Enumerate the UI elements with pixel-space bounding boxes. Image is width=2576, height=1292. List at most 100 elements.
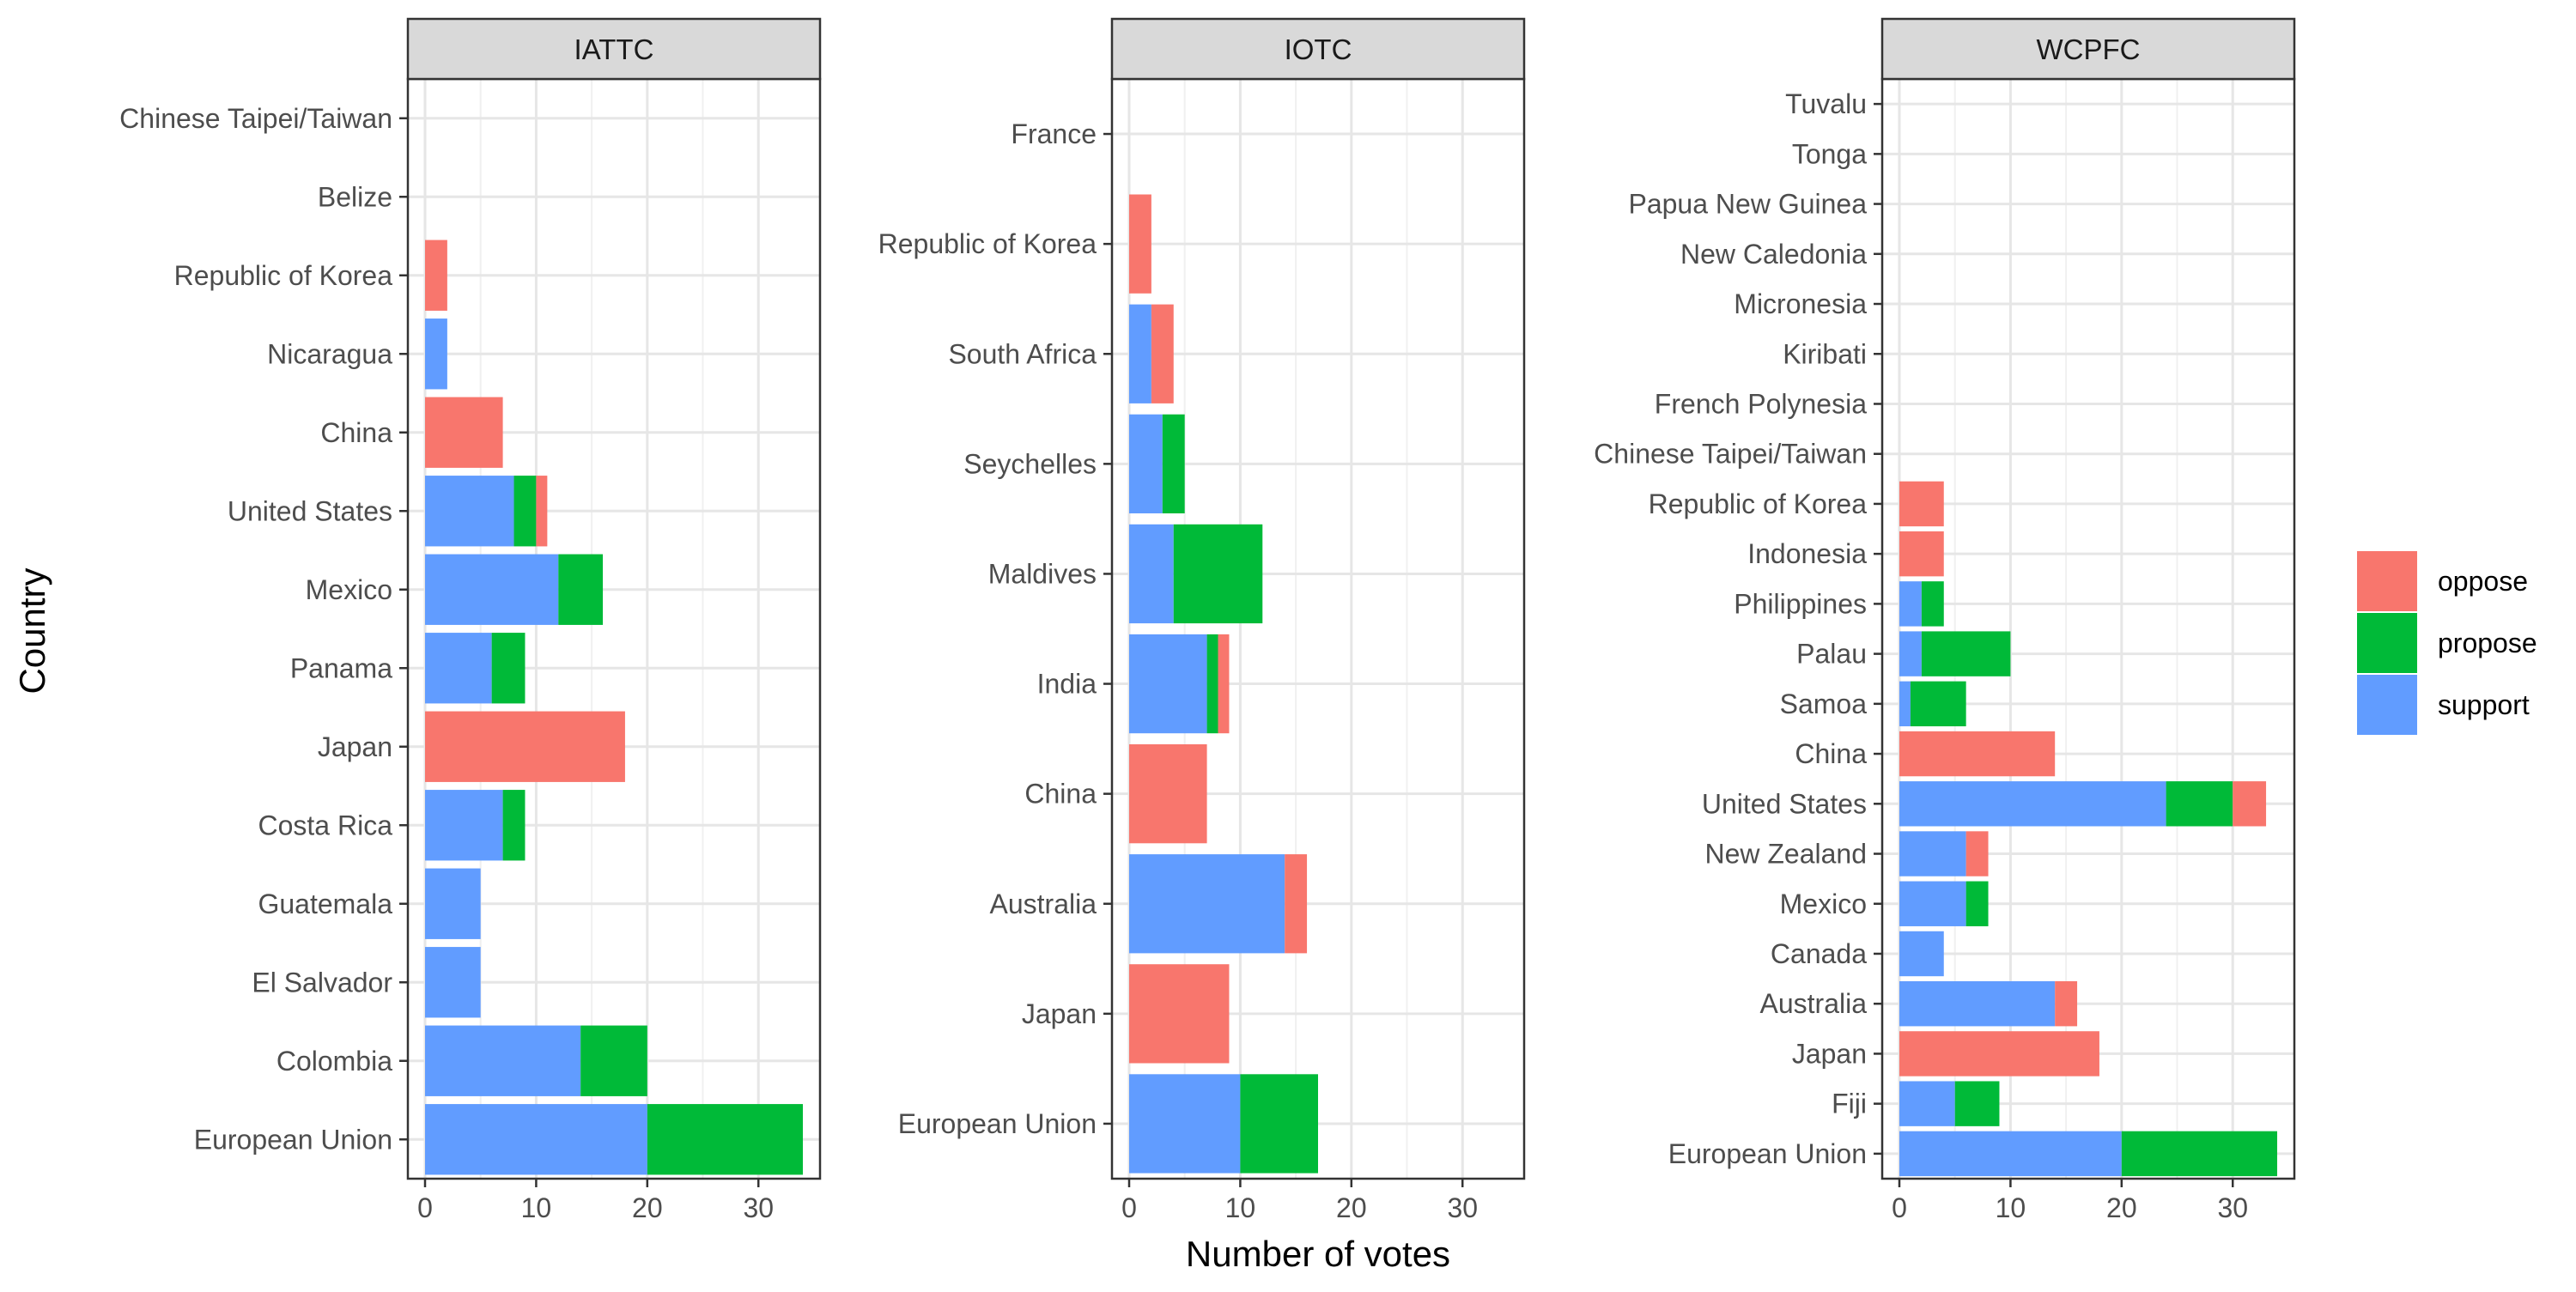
bar-support-canada <box>1899 931 1944 977</box>
y-tick-label: Micronesia <box>1734 288 1867 319</box>
bar-propose-european-union <box>2121 1131 2277 1177</box>
y-tick-label: Japan <box>318 731 392 762</box>
x-tick-label: 10 <box>1225 1192 1256 1223</box>
x-tick-label: 0 <box>1121 1192 1137 1223</box>
facet-title: IOTC <box>1285 33 1352 65</box>
y-tick-label: Republic of Korea <box>878 228 1097 259</box>
y-tick-label: Canada <box>1771 938 1867 969</box>
y-tick-label: Guatemala <box>258 889 392 919</box>
legend-label: support <box>2438 689 2530 720</box>
y-tick-label: Tonga <box>1792 138 1867 169</box>
bar-oppose-south-africa <box>1151 304 1174 403</box>
bar-oppose-republic-of-korea <box>1899 481 1944 527</box>
legend-label: propose <box>2438 628 2537 658</box>
bar-oppose-china <box>1899 731 2056 777</box>
bar-oppose-republic-of-korea <box>1129 194 1151 294</box>
bar-propose-seychelles <box>1162 414 1185 513</box>
y-tick-label: European Union <box>1668 1138 1867 1169</box>
bar-support-palau <box>1899 631 1922 676</box>
bar-propose-european-union <box>647 1104 803 1175</box>
facet-strip <box>406 17 822 81</box>
panel-iattc: IATTC Chinese Taipei/Taiwan Belize Republic… <box>119 17 822 1223</box>
bar-support-australia <box>1129 854 1285 954</box>
x-tick-label: 30 <box>1447 1192 1478 1223</box>
y-tick-label: Mexico <box>306 574 392 605</box>
bar-oppose-republic-of-korea <box>425 240 447 311</box>
y-tick-label: Japan <box>1022 998 1097 1029</box>
x-tick-label: 20 <box>2106 1192 2137 1223</box>
x-tick-label: 20 <box>1336 1192 1367 1223</box>
y-tick-label: India <box>1037 669 1097 700</box>
x-tick-label: 10 <box>521 1192 552 1223</box>
y-tick-label: Papua New Guinea <box>1628 189 1867 220</box>
facet-strip <box>1880 17 2296 81</box>
bar-support-maldives <box>1129 524 1174 624</box>
bar-support-european-union <box>425 1104 647 1175</box>
bar-propose-costa-rica <box>502 790 526 861</box>
y-tick-label: United States <box>228 495 392 526</box>
bar-propose-united-states <box>513 476 537 547</box>
x-tick-label: 0 <box>1892 1192 1907 1223</box>
bar-propose-mexico <box>558 554 604 625</box>
y-tick-label: Belize <box>318 181 392 212</box>
y-tick-label: Australia <box>1760 988 1868 1019</box>
bar-oppose-australia <box>2055 981 2078 1027</box>
y-tick-label: New Zealand <box>1704 839 1867 870</box>
x-axis-title: Number of votes <box>1186 1234 1450 1274</box>
y-tick-label: El Salvador <box>252 967 392 998</box>
bar-support-mexico <box>1899 881 1966 926</box>
y-tick-label: French Polynesia <box>1655 388 1867 419</box>
legend-key-support <box>2357 675 2417 735</box>
y-tick-label: European Union <box>898 1108 1097 1139</box>
y-tick-label: Samoa <box>1780 688 1868 719</box>
legend-key-oppose <box>2357 551 2417 611</box>
bar-propose-palau <box>1921 631 2011 676</box>
bar-oppose-indonesia <box>1899 531 1944 577</box>
bar-propose-european-union <box>1240 1074 1318 1174</box>
bar-propose-united-states <box>2166 781 2233 827</box>
bar-support-european-union <box>1129 1074 1241 1174</box>
y-tick-label: New Caledonia <box>1680 239 1867 270</box>
bar-propose-samoa <box>1910 681 1966 727</box>
x-tick-label: 30 <box>2217 1192 2248 1223</box>
y-tick-label: Seychelles <box>963 448 1097 479</box>
bar-support-mexico <box>425 554 559 625</box>
bar-oppose-japan <box>1899 1031 2099 1077</box>
bar-oppose-china <box>1129 744 1207 844</box>
y-tick-label: Palau <box>1796 639 1867 670</box>
y-tick-label: Mexico <box>1780 889 1867 919</box>
bar-support-india <box>1129 634 1207 734</box>
bar-support-fiji <box>1899 1081 1955 1126</box>
panel-iotc: IOTC France Republic of Korea South Africa S… <box>878 17 1526 1223</box>
bar-propose-panama <box>491 633 526 704</box>
x-tick-label: 0 <box>417 1192 433 1223</box>
bar-support-seychelles <box>1129 414 1163 513</box>
bar-support-costa-rica <box>425 790 503 861</box>
bar-support-united-states <box>425 476 514 547</box>
panel-wcpfc: WCPFC Tuvalu Tonga Papua New Guinea New Cale… <box>1594 17 2296 1223</box>
legend-label: oppose <box>2438 566 2528 597</box>
bar-propose-maldives <box>1173 524 1263 624</box>
bar-oppose-australia <box>1285 854 1308 954</box>
y-tick-label: Panama <box>290 652 392 683</box>
x-tick-label: 10 <box>1996 1192 2026 1223</box>
bar-propose-mexico <box>1965 881 1989 926</box>
bar-support-philippines <box>1899 581 1922 627</box>
y-tick-label: Chinese Taipei/Taiwan <box>119 103 392 134</box>
y-axis-title: Country <box>12 567 52 694</box>
bar-support-united-states <box>1899 781 2166 827</box>
y-tick-label: Maldives <box>988 558 1097 589</box>
y-tick-label: Chinese Taipei/Taiwan <box>1594 439 1867 470</box>
y-tick-label: Republic of Korea <box>174 260 393 291</box>
bar-oppose-united-states <box>2233 781 2267 827</box>
bar-propose-india <box>1206 634 1218 734</box>
bar-support-south-africa <box>1129 304 1151 403</box>
bar-support-colombia <box>425 1025 581 1096</box>
bar-support-new-zealand <box>1899 831 1966 876</box>
y-tick-label: China <box>1024 779 1097 810</box>
y-tick-label: France <box>1011 118 1097 149</box>
y-tick-label: South Africa <box>948 338 1097 369</box>
facet-title: WCPFC <box>2037 33 2141 65</box>
